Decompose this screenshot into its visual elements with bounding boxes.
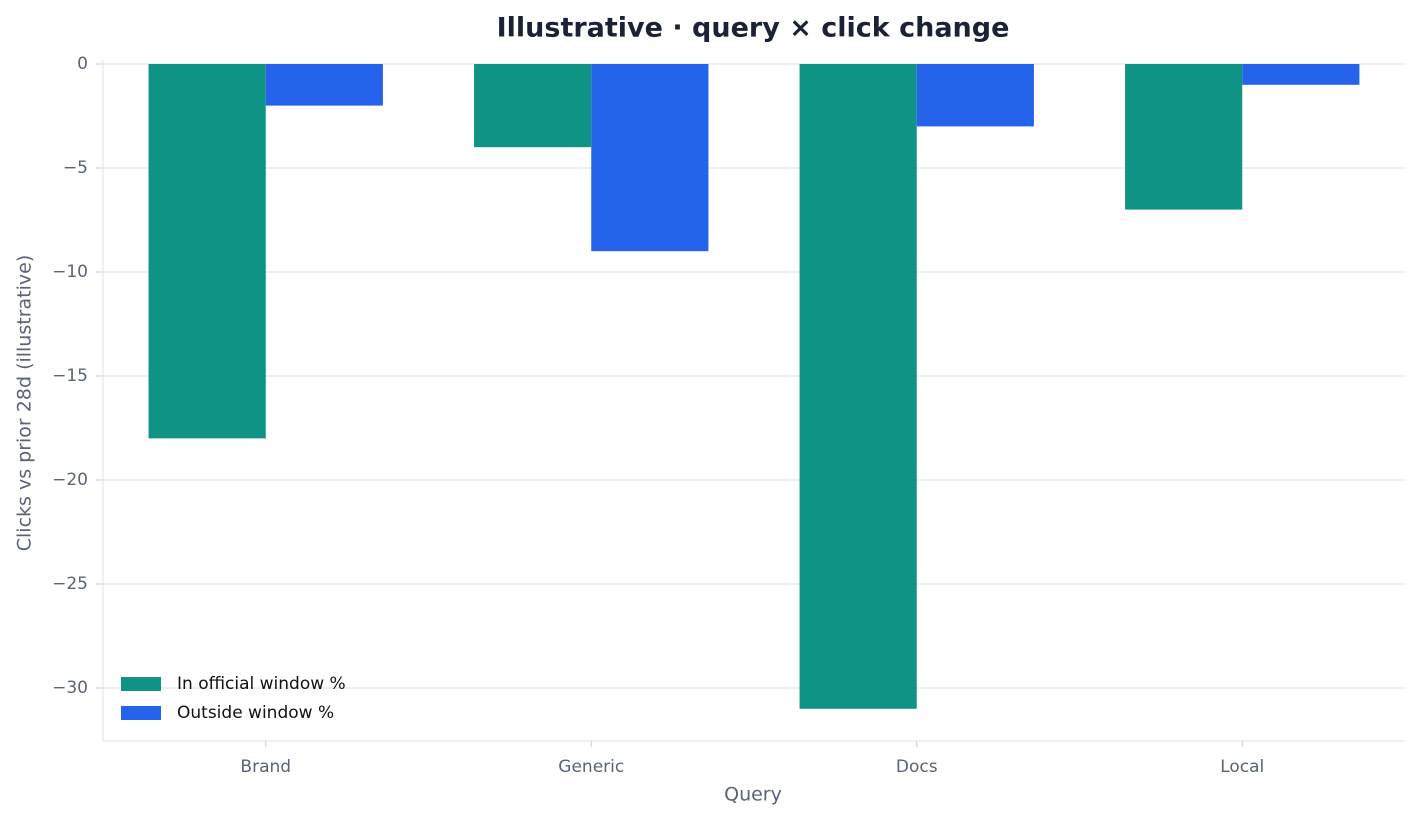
bar <box>1242 64 1360 85</box>
y-tick-label: −20 <box>52 470 88 490</box>
legend-swatch <box>121 706 161 720</box>
chart-title: Illustrative · query × click change <box>497 13 1010 44</box>
y-axis-label: Clicks vs prior 28d (illustrative) <box>14 255 36 551</box>
bar <box>799 64 917 709</box>
x-tick-label: Brand <box>240 757 291 777</box>
y-tick-label: −15 <box>52 366 88 386</box>
x-axis-label: Query <box>724 784 782 806</box>
x-tick-label: Generic <box>558 757 624 777</box>
legend-swatch <box>121 677 161 691</box>
legend-label: Outside window % <box>177 703 334 723</box>
y-tick-label: −25 <box>52 574 88 594</box>
bar <box>474 64 592 148</box>
y-tick-label: −5 <box>63 158 88 178</box>
bar <box>1125 64 1243 210</box>
bar <box>591 64 709 252</box>
y-tick-label: −10 <box>52 262 88 282</box>
bar <box>265 64 383 106</box>
x-tick-label: Docs <box>896 757 938 777</box>
bar <box>148 64 266 439</box>
legend-label: In official window % <box>177 674 346 694</box>
bar <box>916 64 1034 127</box>
y-tick-label: 0 <box>77 54 88 74</box>
y-tick-label: −30 <box>52 678 88 698</box>
x-tick-label: Local <box>1220 757 1264 777</box>
